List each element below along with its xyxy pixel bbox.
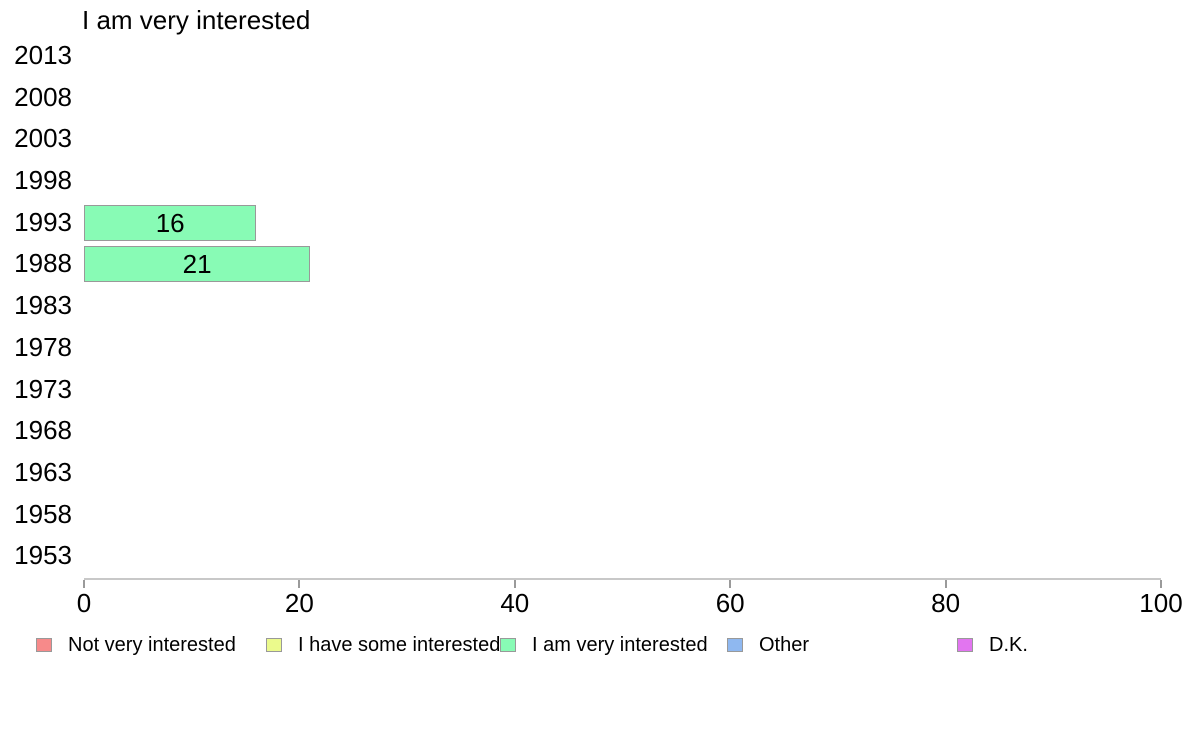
legend-item[interactable]: Other xyxy=(727,635,809,655)
chart-title: I am very interested xyxy=(82,5,311,35)
legend-label: I have some interested xyxy=(298,634,501,656)
x-axis-tick-mark xyxy=(729,580,732,588)
x-axis-tick-label: 0 xyxy=(76,588,92,618)
legend-swatch xyxy=(36,638,52,652)
x-axis-tick-label: 100 xyxy=(1139,588,1183,618)
y-axis-label: 1978 xyxy=(14,331,72,362)
x-axis-tick-label: 60 xyxy=(715,588,745,618)
x-axis-tick-mark xyxy=(944,580,947,588)
legend-label: Other xyxy=(759,634,810,656)
y-axis-label: 1963 xyxy=(14,456,72,487)
y-axis-label: 1953 xyxy=(14,540,72,571)
x-axis-tick-mark xyxy=(83,580,85,588)
bar[interactable]: 16 xyxy=(84,204,257,241)
bar[interactable]: 21 xyxy=(84,246,311,283)
legend-label: D.K. xyxy=(989,634,1028,656)
y-axis-label: 1998 xyxy=(14,165,72,196)
x-axis-tick-label: 40 xyxy=(500,588,530,618)
y-axis-label: 2003 xyxy=(14,123,72,154)
bar-value-label: 16 xyxy=(155,207,185,238)
y-axis-label: 1958 xyxy=(14,498,72,529)
legend-swatch xyxy=(500,638,516,652)
x-axis-line xyxy=(84,578,1161,580)
bar-value-label: 21 xyxy=(182,249,212,280)
x-axis-tick-label: 80 xyxy=(931,588,961,618)
y-axis-label: 1993 xyxy=(14,206,72,237)
y-axis-label: 1988 xyxy=(14,248,72,279)
y-axis-label: 1983 xyxy=(14,290,72,321)
y-axis-label: 2013 xyxy=(14,40,72,70)
legend-swatch xyxy=(957,638,973,652)
legend-item[interactable]: Not very interested xyxy=(36,635,236,655)
legend-swatch xyxy=(266,638,282,652)
legend-label: I am very interested xyxy=(532,634,708,656)
y-axis-label: 1973 xyxy=(14,373,72,404)
legend-item[interactable]: D.K. xyxy=(957,635,1028,655)
x-axis-tick-label: 20 xyxy=(284,588,314,618)
x-axis-tick-mark xyxy=(1160,580,1162,588)
legend-swatch xyxy=(727,638,743,652)
x-axis-tick-mark xyxy=(298,580,301,588)
x-axis-tick-mark xyxy=(513,580,516,588)
y-axis-label: 1968 xyxy=(14,415,72,446)
legend-item[interactable]: I have some interested xyxy=(266,635,500,655)
y-axis-label: 2008 xyxy=(14,81,72,112)
legend-label: Not very interested xyxy=(68,634,236,656)
legend-item[interactable]: I am very interested xyxy=(500,635,708,655)
